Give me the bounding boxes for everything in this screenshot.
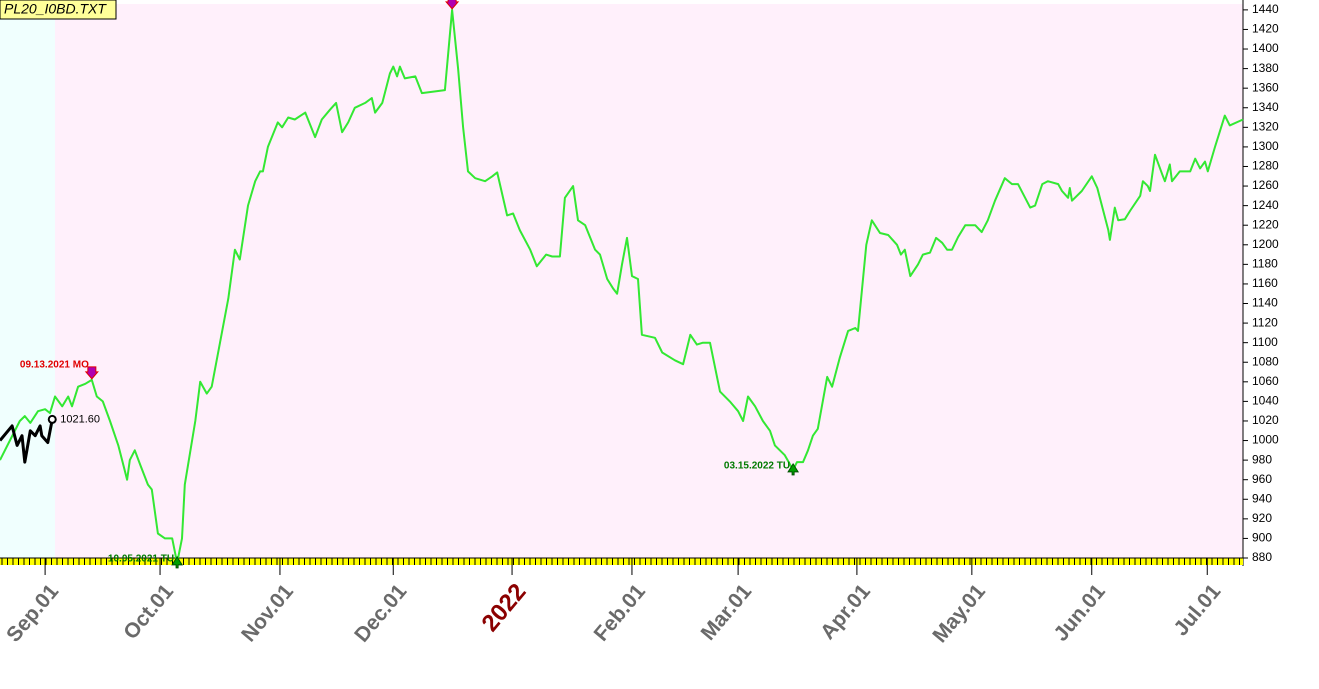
- y-tick-label: 920: [1252, 511, 1272, 525]
- y-tick-label: 960: [1252, 472, 1272, 486]
- region: [0, 4, 55, 558]
- y-tick-label: 1040: [1252, 394, 1279, 408]
- y-tick-label: 1400: [1252, 41, 1279, 55]
- annotation: 03.15.2022 TU: [724, 461, 790, 472]
- low-marker: [787, 462, 800, 476]
- y-tick-label: 1280: [1252, 159, 1279, 173]
- region: [55, 4, 1243, 558]
- y-tick-label: 1120: [1252, 315, 1278, 329]
- x-tick-label: Mar.01: [697, 580, 757, 645]
- low-marker: [171, 555, 184, 569]
- x-tick-label: Oct.01: [119, 580, 178, 644]
- y-tick-label: 1360: [1252, 80, 1279, 94]
- y-tick-label: 1000: [1252, 433, 1279, 447]
- y-tick-label: 1380: [1252, 61, 1279, 75]
- y-tick-label: 1240: [1252, 198, 1279, 212]
- y-tick-label: 1020: [1252, 413, 1279, 427]
- last-value-marker: [47, 414, 57, 424]
- y-tick-label: 1180: [1252, 257, 1278, 271]
- y-tick-label: 1200: [1252, 237, 1279, 251]
- high-marker: [84, 366, 99, 380]
- x-axis-strip: [0, 558, 1243, 565]
- x-tick-label: Sep.01: [2, 580, 63, 647]
- y-tick-label: 980: [1252, 452, 1272, 466]
- y-tick-label: 1160: [1252, 276, 1278, 290]
- y-tick-label: 1420: [1252, 22, 1279, 36]
- x-tick-label: Nov.01: [237, 580, 298, 647]
- x-tick-label: 2022: [477, 579, 532, 637]
- y-tick-label: 1440: [1252, 2, 1279, 16]
- y-tick-label: 1260: [1252, 178, 1279, 192]
- annotation: 09.13.2021 MO: [20, 359, 89, 370]
- annotation: 10.05.2021 TU: [108, 554, 174, 565]
- title-box: [0, 0, 117, 20]
- y-tick-label: 1060: [1252, 374, 1279, 388]
- y-tick-label: 1080: [1252, 354, 1279, 368]
- series-line: [0, 8, 1244, 564]
- day-ticks: [1, 558, 1240, 565]
- x-tick-label: May.01: [928, 580, 990, 647]
- y-tick-label: 1140: [1252, 296, 1278, 310]
- chart-title: PL20_I0BD.TXT: [4, 1, 107, 17]
- value-label: 1021.60: [60, 413, 100, 425]
- y-tick-label: 1300: [1252, 139, 1279, 153]
- y-tick-label: 880: [1252, 550, 1272, 564]
- x-tick-label: Jun.01: [1049, 580, 1110, 646]
- y-tick-label: 1220: [1252, 217, 1279, 231]
- x-tick-label: Dec.01: [350, 580, 411, 647]
- y-tick-label: 1320: [1252, 120, 1279, 134]
- high-marker: [445, 0, 460, 10]
- x-tick-label: Apr.01: [816, 580, 875, 644]
- y-tick-label: 1100: [1252, 335, 1278, 349]
- y-tick-label: 1340: [1252, 100, 1279, 114]
- x-tick-label: Feb.01: [590, 580, 651, 646]
- y-tick-label: 940: [1252, 491, 1272, 505]
- x-tick-label: Jul.01: [1169, 580, 1225, 641]
- annotation: 12.16.2021 TH: [383, 0, 449, 1]
- series-line: [0, 419, 54, 464]
- y-tick-label: 900: [1252, 531, 1272, 545]
